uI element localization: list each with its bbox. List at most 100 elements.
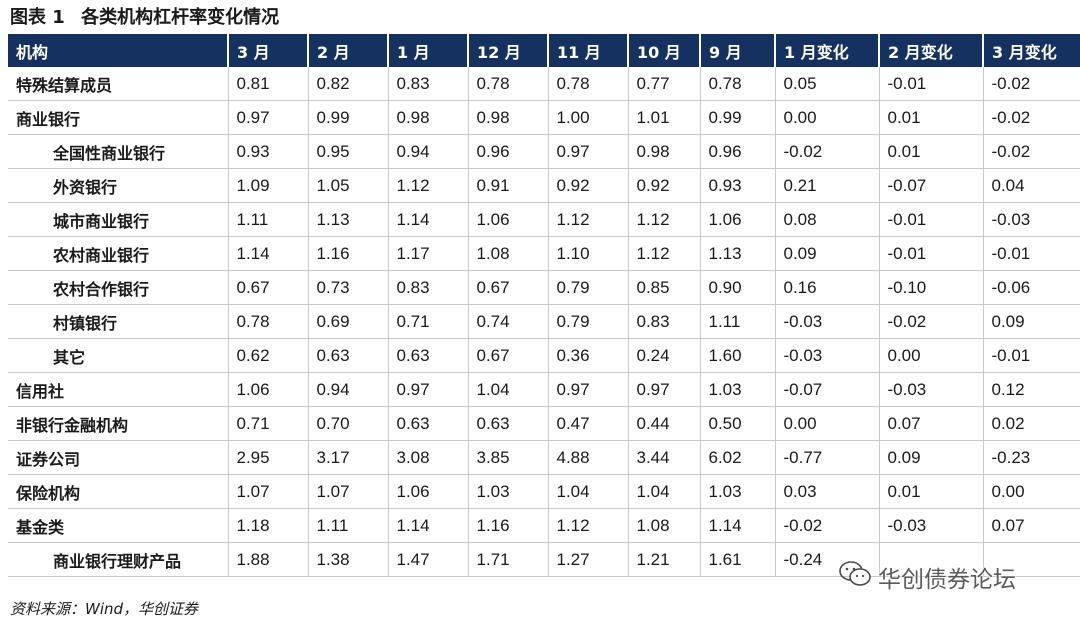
table-cell: 0.00 <box>775 406 880 441</box>
row-institution-name: 保险机构 <box>8 474 229 509</box>
table-cell: 1.27 <box>548 542 629 577</box>
table-cell: 0.98 <box>628 134 701 169</box>
table-cell: -0.01 <box>879 67 984 101</box>
table-cell: 1.06 <box>228 372 309 407</box>
table-cell: -0.77 <box>775 440 880 475</box>
table-cell: 0.24 <box>628 338 701 373</box>
table-cell: 0.98 <box>468 100 549 135</box>
table-cell: 0.03 <box>775 474 880 509</box>
table-cell: 0.92 <box>548 168 629 203</box>
table-cell: 0.97 <box>228 100 309 135</box>
table-cell: 4.88 <box>548 440 629 475</box>
table-cell: 0.77 <box>628 67 701 101</box>
table-cell: 0.04 <box>983 168 1080 203</box>
table-cell: 0.21 <box>775 168 880 203</box>
table-cell: 1.12 <box>548 508 629 543</box>
table-cell: -0.01 <box>879 202 984 237</box>
leverage-table: 机构 3 月 2 月 1 月 12 月 11 月 10 月 9 月 1 月变化 … <box>8 34 1080 577</box>
header-oct: 10 月 <box>628 34 701 67</box>
table-cell: -0.03 <box>879 372 984 407</box>
table-cell: 0.70 <box>308 406 389 441</box>
table-cell: 3.08 <box>388 440 469 475</box>
row-institution-name: 村镇银行 <box>8 304 229 339</box>
table-cell: 0.78 <box>468 67 549 101</box>
table-row: 全国性商业银行 0.93 0.95 0.94 0.96 0.97 0.98 0.96 -0.02… <box>8 134 1080 169</box>
table-cell: 0.78 <box>228 304 309 339</box>
table-cell: 1.71 <box>468 542 549 577</box>
table-cell: 1.04 <box>548 474 629 509</box>
table-row: 保险机构 1.07 1.07 1.06 1.03 1.04 1.04 1.03 0.03 0.01… <box>8 474 1080 509</box>
table-cell: 0.99 <box>308 100 389 135</box>
figure-title: 图表 1 各类机构杠杆率变化情况 <box>10 5 279 31</box>
table-cell: 0.67 <box>468 338 549 373</box>
table-cell: 0.63 <box>388 406 469 441</box>
table-cell: 0.83 <box>628 304 701 339</box>
table-cell: -0.03 <box>775 338 880 373</box>
table-cell: 0.81 <box>228 67 309 101</box>
table-cell: 0.08 <box>775 202 880 237</box>
table-cell: 1.13 <box>700 236 776 271</box>
row-institution-name: 信用社 <box>8 372 229 407</box>
table-cell: -0.23 <box>983 440 1080 475</box>
header-jan: 1 月 <box>388 34 469 67</box>
table-row: 证券公司 2.95 3.17 3.08 3.85 4.88 3.44 6.02 -0.77 0.0… <box>8 440 1080 475</box>
row-institution-name: 证券公司 <box>8 440 229 475</box>
table-cell: 1.01 <box>628 100 701 135</box>
table-cell: 0.78 <box>700 67 776 101</box>
table-row: 村镇银行 0.78 0.69 0.71 0.74 0.79 0.83 1.11 -0.03 -0.… <box>8 304 1080 339</box>
table-row: 农村商业银行 1.14 1.16 1.17 1.08 1.10 1.12 1.13 0.09 -0… <box>8 236 1080 271</box>
table-cell: -0.07 <box>879 168 984 203</box>
table-row: 商业银行理财产品 1.88 1.38 1.47 1.71 1.27 1.21 1.61 -0.2… <box>8 542 1080 577</box>
table-cell: 1.04 <box>628 474 701 509</box>
table-cell: 1.07 <box>308 474 389 509</box>
table-cell: 1.61 <box>700 542 776 577</box>
row-institution-name: 基金类 <box>8 508 229 543</box>
row-institution-name: 非银行金融机构 <box>8 406 229 441</box>
table-cell: 0.94 <box>308 372 389 407</box>
table-cell: 0.09 <box>879 440 984 475</box>
table-cell: 0.94 <box>388 134 469 169</box>
table-cell: 0.98 <box>388 100 469 135</box>
table-row: 外资银行 1.09 1.05 1.12 0.91 0.92 0.92 0.93 0.21 -0.0… <box>8 168 1080 203</box>
header-nov: 11 月 <box>548 34 629 67</box>
table-cell: 0.00 <box>775 100 880 135</box>
table-cell: 6.02 <box>700 440 776 475</box>
table-cell: 0.85 <box>628 270 701 305</box>
figure-number: 1 <box>52 7 65 28</box>
table-cell: -0.06 <box>983 270 1080 305</box>
table-cell: -0.01 <box>879 236 984 271</box>
table-cell: 0.02 <box>983 406 1080 441</box>
table-cell: 1.13 <box>308 202 389 237</box>
table-cell <box>879 542 984 577</box>
table-cell: 0.63 <box>468 406 549 441</box>
table-cell: 1.06 <box>700 202 776 237</box>
table-cell: 0.82 <box>308 67 389 101</box>
table-cell: 0.00 <box>983 474 1080 509</box>
table-cell: 0.67 <box>228 270 309 305</box>
table-cell: 1.14 <box>388 202 469 237</box>
table-cell: 1.14 <box>228 236 309 271</box>
table-cell: 0.93 <box>700 168 776 203</box>
row-institution-name: 特殊结算成员 <box>8 67 229 101</box>
table-cell: 1.12 <box>628 236 701 271</box>
table-cell: 1.09 <box>228 168 309 203</box>
table-row: 基金类 1.18 1.11 1.14 1.16 1.12 1.08 1.14 -0.02 -0.0… <box>8 508 1080 543</box>
table-cell: -0.02 <box>879 304 984 339</box>
table-cell: 0.73 <box>308 270 389 305</box>
table-cell: 0.91 <box>468 168 549 203</box>
table-cell: -0.02 <box>775 134 880 169</box>
table-cell: 0.99 <box>700 100 776 135</box>
table-cell: 1.88 <box>228 542 309 577</box>
table-cell: -0.10 <box>879 270 984 305</box>
table-cell: -0.02 <box>983 134 1080 169</box>
row-institution-name: 其它 <box>8 338 229 373</box>
table-cell: -0.01 <box>983 236 1080 271</box>
table-cell: 3.17 <box>308 440 389 475</box>
table-cell: 1.03 <box>700 474 776 509</box>
table-cell: 0.09 <box>983 304 1080 339</box>
table-cell: 1.10 <box>548 236 629 271</box>
table-cell: 0.79 <box>548 270 629 305</box>
table-cell: 0.09 <box>775 236 880 271</box>
table-cell: 0.96 <box>468 134 549 169</box>
table-cell: 0.44 <box>628 406 701 441</box>
